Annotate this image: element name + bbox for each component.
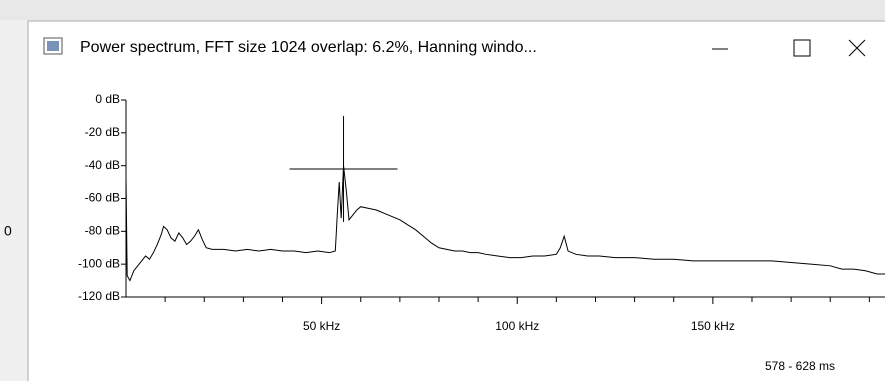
y-tick-label: -20 dB bbox=[85, 125, 120, 139]
y-tick-label: -60 dB bbox=[85, 191, 120, 205]
spectrum-line bbox=[125, 165, 885, 282]
y-tick-label: -120 dB bbox=[78, 289, 120, 303]
window-icon-inner bbox=[47, 41, 59, 51]
background-text: 0 bbox=[4, 223, 12, 239]
window bbox=[27, 20, 885, 384]
x-tick-label: 100 kHz bbox=[495, 319, 539, 333]
y-tick-label: 0 dB bbox=[95, 92, 120, 106]
status-text: 578 - 628 ms bbox=[765, 359, 835, 373]
x-tick-label: 50 kHz bbox=[303, 319, 340, 333]
y-tick-label: -100 dB bbox=[78, 256, 120, 270]
x-tick-label: 150 kHz bbox=[691, 319, 735, 333]
maximize-button[interactable] bbox=[793, 39, 811, 57]
y-tick-label: -40 dB bbox=[85, 158, 120, 172]
close-button[interactable] bbox=[848, 39, 866, 57]
y-tick-label: -80 dB bbox=[85, 224, 120, 238]
window-title: Power spectrum, FFT size 1024 overlap: 6… bbox=[80, 39, 537, 56]
background-app-bar bbox=[0, 0, 885, 20]
